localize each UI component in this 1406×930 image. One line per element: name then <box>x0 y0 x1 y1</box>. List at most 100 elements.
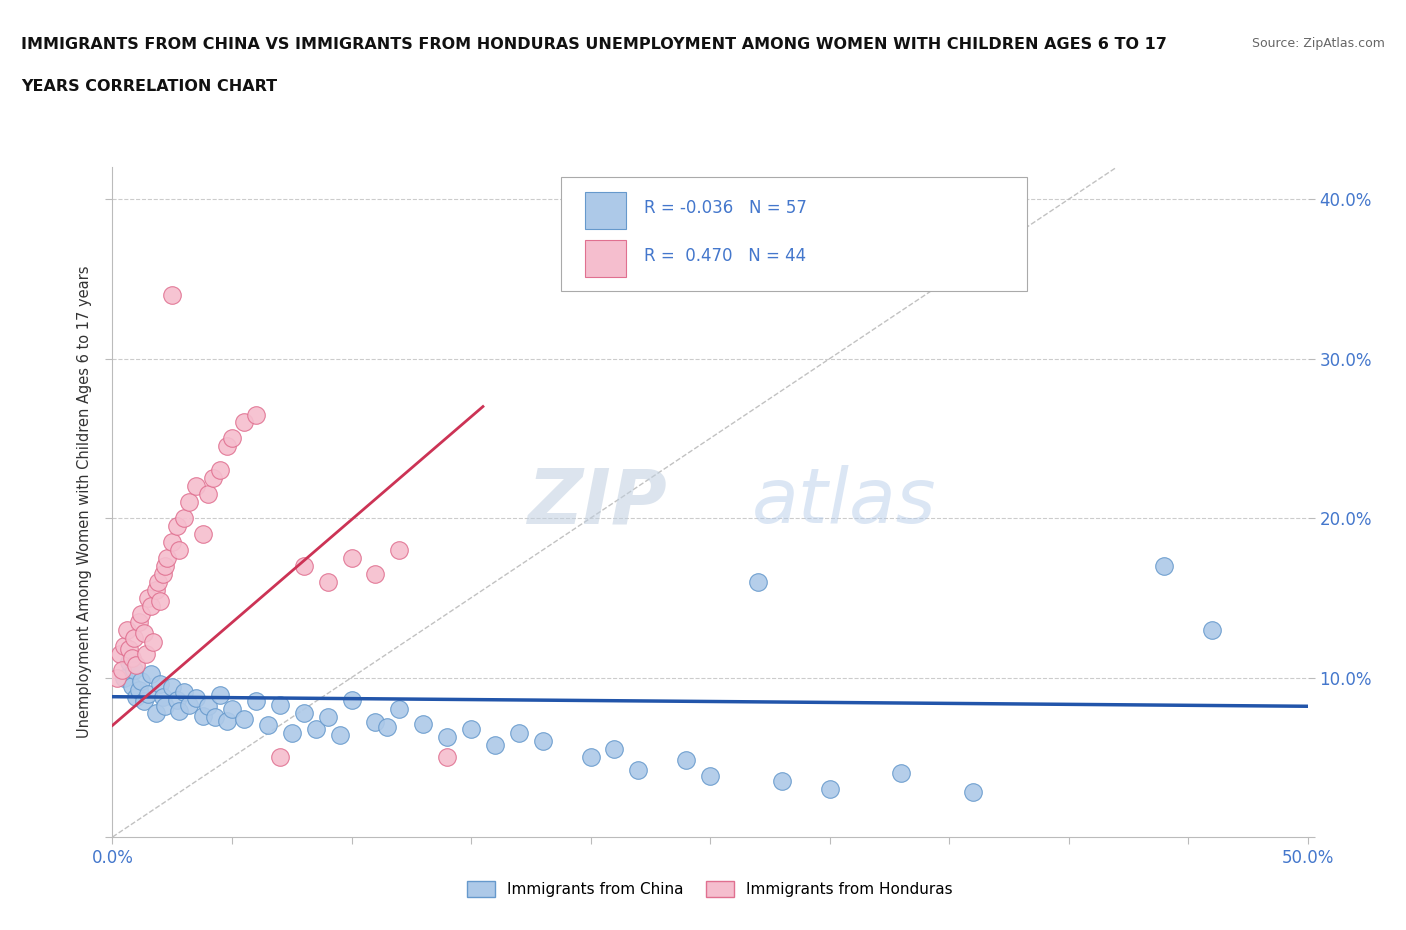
Point <box>142 635 165 650</box>
Point <box>114 638 135 653</box>
Point <box>388 702 411 717</box>
Point <box>305 721 328 736</box>
Point <box>217 439 239 454</box>
Point <box>197 486 219 501</box>
Bar <box>585 240 627 277</box>
Point <box>139 667 162 682</box>
Point <box>747 575 769 590</box>
Point <box>186 691 208 706</box>
Point <box>388 542 411 557</box>
Point <box>129 673 152 688</box>
Point <box>484 737 506 752</box>
Point <box>132 694 155 709</box>
Point <box>111 662 134 677</box>
Point <box>292 705 315 720</box>
Point <box>675 753 697 768</box>
Y-axis label: Unemployment Among Women with Children Ages 6 to 17 years: Unemployment Among Women with Children A… <box>77 266 93 738</box>
Bar <box>585 193 627 229</box>
Point <box>364 566 387 581</box>
Point <box>122 662 145 677</box>
Point <box>162 287 183 302</box>
Point <box>128 615 150 630</box>
Point <box>125 658 148 672</box>
Point <box>460 721 482 736</box>
Point <box>177 698 200 712</box>
Point <box>115 622 138 637</box>
Point <box>292 559 315 574</box>
Point <box>340 693 363 708</box>
Point <box>132 626 155 641</box>
Point <box>257 718 280 733</box>
Point <box>209 463 232 478</box>
Point <box>152 689 174 704</box>
Point <box>149 593 172 608</box>
Point <box>197 698 219 713</box>
Point <box>156 551 179 565</box>
Point <box>173 684 195 699</box>
Text: atlas: atlas <box>752 465 936 539</box>
Point <box>508 726 530 741</box>
Point <box>364 715 387 730</box>
Point <box>269 750 291 764</box>
Text: Source: ZipAtlas.com: Source: ZipAtlas.com <box>1251 37 1385 50</box>
Point <box>201 471 224 485</box>
Point <box>245 407 267 422</box>
Point <box>173 511 195 525</box>
FancyBboxPatch shape <box>561 178 1026 291</box>
Point <box>436 729 458 744</box>
Point <box>122 631 145 645</box>
Point <box>245 694 267 709</box>
Point <box>316 575 339 590</box>
Point <box>118 654 141 669</box>
Point <box>436 750 458 764</box>
Point <box>193 526 215 541</box>
Point <box>316 710 339 724</box>
Point <box>193 709 215 724</box>
Point <box>138 591 160 605</box>
Point <box>221 431 243 445</box>
Point <box>139 598 162 613</box>
Point <box>204 710 226 724</box>
Point <box>108 646 131 661</box>
Point <box>377 720 399 735</box>
Point <box>145 705 167 720</box>
Point <box>1153 559 1175 574</box>
Point <box>209 687 232 702</box>
Point <box>138 686 160 701</box>
Point <box>105 671 128 685</box>
Point <box>166 519 188 534</box>
Text: ZIP: ZIP <box>529 465 668 539</box>
Point <box>221 702 243 717</box>
Point <box>412 716 434 731</box>
Point <box>329 727 352 742</box>
Point <box>627 763 650 777</box>
Point <box>166 693 188 708</box>
Point <box>770 774 793 789</box>
Point <box>818 782 841 797</box>
Text: YEARS CORRELATION CHART: YEARS CORRELATION CHART <box>21 79 277 94</box>
Point <box>1201 622 1223 637</box>
Point <box>162 535 183 550</box>
Point <box>146 575 169 590</box>
Legend: Immigrants from China, Immigrants from Honduras: Immigrants from China, Immigrants from H… <box>461 875 959 903</box>
Text: IMMIGRANTS FROM CHINA VS IMMIGRANTS FROM HONDURAS UNEMPLOYMENT AMONG WOMEN WITH : IMMIGRANTS FROM CHINA VS IMMIGRANTS FROM… <box>21 37 1167 52</box>
Point <box>531 734 554 749</box>
Point <box>269 698 291 712</box>
Point <box>129 606 152 621</box>
Point <box>118 642 141 657</box>
Point <box>890 765 912 780</box>
Point <box>153 698 176 713</box>
Point <box>125 689 148 704</box>
Point <box>135 646 157 661</box>
Point <box>145 582 167 597</box>
Point <box>962 785 984 800</box>
Text: R =  0.470   N = 44: R = 0.470 N = 44 <box>644 246 807 265</box>
Point <box>340 551 363 565</box>
Point <box>233 415 256 430</box>
Text: R = -0.036   N = 57: R = -0.036 N = 57 <box>644 199 807 217</box>
Point <box>217 713 239 728</box>
Point <box>177 495 200 510</box>
Point <box>579 750 602 764</box>
Point <box>121 678 143 693</box>
Point <box>281 726 304 741</box>
